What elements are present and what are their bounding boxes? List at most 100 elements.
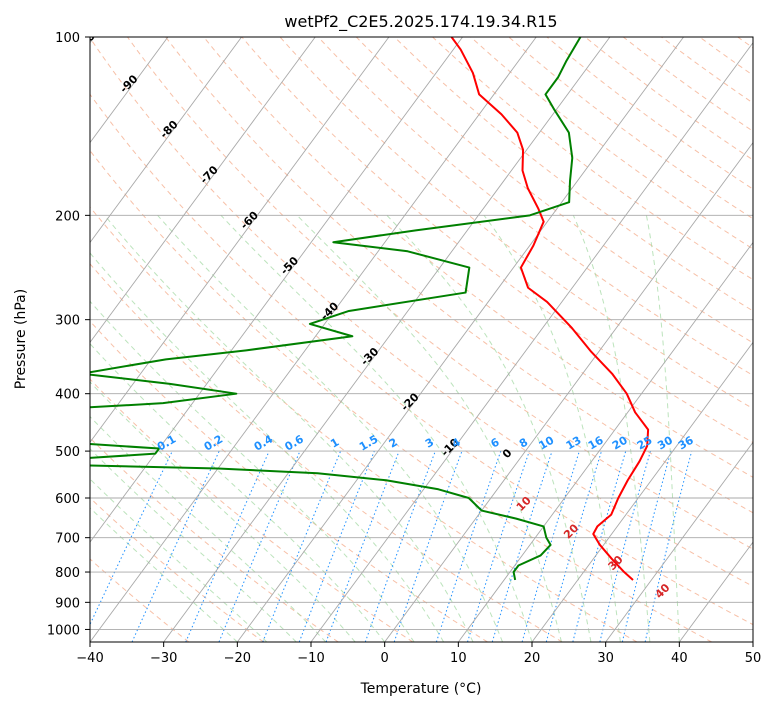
isotherm-line (90, 37, 169, 144)
mixing-ratio-label: 36 (676, 433, 696, 452)
isotherm-line (605, 441, 753, 642)
dry-adiabat (90, 497, 264, 642)
dry-adiabat-label: 10 (514, 494, 534, 514)
dry-adiabat (622, 37, 753, 132)
y-tick-label: 600 (55, 492, 80, 507)
dry-adiabat (90, 93, 753, 626)
isotherm-line (310, 42, 753, 642)
isotherm-label: -70 (198, 163, 221, 186)
isotherm-label: -90 (117, 72, 140, 95)
isotherm-line (236, 37, 684, 642)
mixing-ratio-line (393, 450, 463, 642)
y-tick-label: 900 (55, 596, 80, 611)
mixing-ratio-line (599, 450, 651, 642)
background-lines (90, 37, 753, 642)
y-tick-label: 200 (55, 209, 80, 224)
isotherm-line (531, 341, 753, 642)
dry-adiabat (90, 558, 190, 642)
mixing-ratio-line (185, 450, 270, 642)
y-axis: 100 200 300 400 500 600 700 800 900 1000 (47, 31, 90, 638)
mixing-ratio-line (491, 450, 553, 642)
x-tick-label: −20 (224, 651, 251, 666)
mixing-ratio-label: 16 (586, 433, 606, 452)
profiles (90, 37, 650, 581)
y-tick-label: 300 (55, 314, 80, 329)
dry-adiabat (203, 37, 753, 478)
mixing-ratio-line (621, 450, 672, 642)
moist-adiabat (90, 448, 297, 642)
isotherm-line (384, 141, 753, 642)
isotherm-label: 0 (500, 446, 515, 461)
mixing-ratio-line (218, 450, 301, 642)
mixing-ratio-line (131, 450, 220, 642)
mixing-ratio-label: 3 (423, 436, 436, 451)
mixing-ratio-line (572, 450, 627, 642)
isotherm-line (457, 241, 753, 642)
mixing-ratio-label: 30 (655, 433, 675, 452)
x-tick-label: 50 (745, 651, 762, 666)
y-axis-label: Pressure (hPa) (13, 289, 29, 389)
isotherm-line (752, 641, 753, 642)
dry-adiabat (432, 37, 753, 281)
dry-adiabat (90, 149, 712, 642)
dry-adiabat (90, 378, 414, 642)
isotherm-line (90, 37, 537, 642)
mixing-ratio-label: 20 (610, 433, 630, 452)
moist-adiabat (220, 214, 533, 642)
dry-adiabat (279, 37, 753, 410)
mixing-ratio-line (298, 450, 375, 642)
isotherm-line (90, 37, 463, 543)
y-tick-label: 400 (55, 388, 80, 403)
mixing-ratio-line (435, 450, 502, 642)
dry-adiabat (241, 37, 753, 444)
plot-frame (89, 36, 754, 643)
mixing-ratio-label: 0.4 (252, 432, 276, 453)
x-tick-label: 40 (671, 651, 688, 666)
dry-adiabat-label: 20 (561, 521, 581, 541)
dry-adiabat (90, 320, 488, 642)
mixing-ratio-line (262, 450, 342, 642)
y-tick-label: 1000 (47, 623, 80, 638)
mixing-ratio-label: 25 (635, 434, 655, 453)
x-tick-label: −40 (76, 651, 103, 666)
dry-adiabat (165, 37, 753, 514)
dry-adiabat (317, 37, 753, 376)
mixing-ratio-label: 0.2 (202, 433, 225, 454)
dewpoint-profile (90, 37, 582, 581)
dry-adiabat (470, 37, 753, 250)
y-tick-label: 800 (55, 566, 80, 581)
isotherm-label: -60 (238, 208, 261, 231)
x-tick-label: 30 (597, 651, 614, 666)
mixing-ratio-line (545, 450, 602, 642)
dry-adiabat (90, 37, 753, 587)
moist-adiabat (296, 214, 562, 642)
moist-adiabat (645, 215, 680, 642)
mixing-ratio-label: 2 (387, 436, 400, 451)
mixing-ratio-label: 0.6 (283, 432, 307, 453)
moist-adiabat (90, 415, 327, 642)
mixing-ratio-line (467, 450, 530, 642)
moist-adiabat (483, 215, 621, 642)
chart-title: wetPf2_C2E5.2025.174.19.34.R15 (284, 12, 557, 32)
dry-adiabat (355, 37, 753, 344)
line-labels: -100-90-80-70-60-50-40-30-20-10 010203040… (90, 37, 696, 601)
isotherm-line (90, 37, 242, 244)
mixing-ratio-line (325, 450, 400, 642)
moist-adiabat (90, 507, 238, 642)
isotherm-label: -30 (358, 345, 381, 368)
mixing-ratio-label: 1.5 (357, 433, 380, 454)
y-tick-label: 700 (55, 532, 80, 547)
moist-adiabat (90, 252, 445, 642)
x-axis: −40 −30 −20 −10 0 10 20 30 40 50 (76, 642, 761, 666)
moist-adiabat (90, 381, 356, 642)
temperature-profile (450, 37, 650, 581)
moist-adiabat (90, 300, 415, 642)
isotherm-line (163, 37, 611, 642)
dry-adiabat (127, 37, 753, 550)
mixing-ratio-label: 6 (488, 435, 501, 450)
grid-lines (90, 37, 753, 642)
mixing-ratio-label: 1 (328, 436, 341, 451)
dry-adiabat (699, 37, 753, 76)
mixing-ratio-line (521, 450, 580, 642)
